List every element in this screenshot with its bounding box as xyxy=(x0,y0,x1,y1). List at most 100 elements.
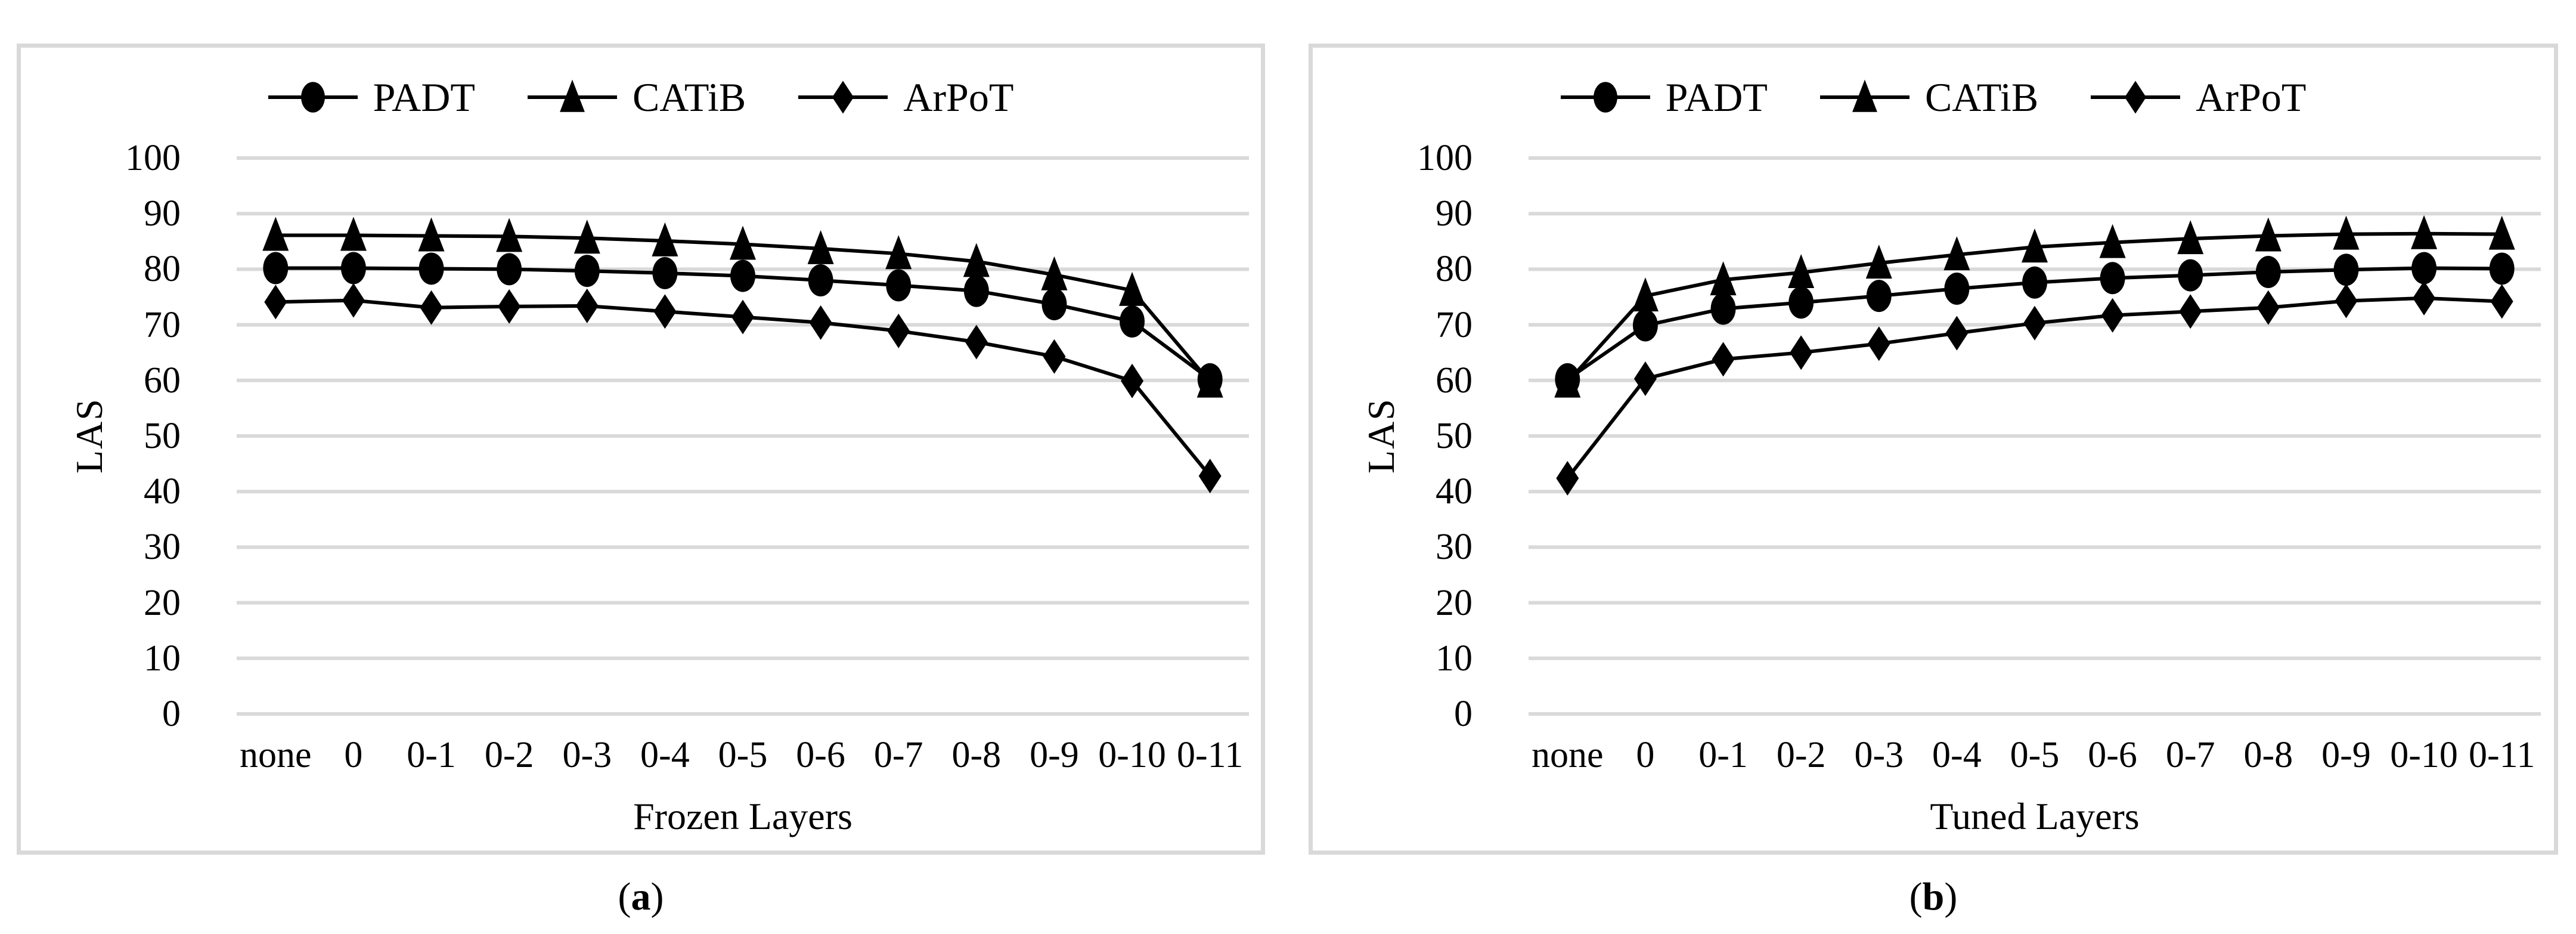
x-tick-label: 0-5 xyxy=(2010,735,2060,775)
data-point-ArPoT xyxy=(342,283,365,318)
caption-b: (b) xyxy=(1309,874,2558,920)
x-tick-label: 0-1 xyxy=(407,735,456,775)
data-point-PADT xyxy=(1555,363,1580,395)
data-point-ArPoT xyxy=(2335,283,2358,318)
data-point-CATiB xyxy=(1788,253,1815,288)
data-point-ArPoT xyxy=(1121,363,1144,398)
data-point-PADT xyxy=(419,252,444,285)
data-point-CATiB xyxy=(1041,256,1068,290)
data-point-ArPoT xyxy=(575,288,599,323)
data-point-ArPoT xyxy=(2256,290,2280,325)
data-point-ArPoT xyxy=(2179,294,2202,329)
data-point-ArPoT xyxy=(1867,326,1890,361)
data-point-CATiB xyxy=(496,218,523,252)
data-point-CATiB xyxy=(418,217,445,252)
data-point-PADT xyxy=(340,252,366,284)
data-point-ArPoT xyxy=(2413,280,2436,316)
y-tick-label: 0 xyxy=(1454,694,1473,734)
x-tick-label: 0 xyxy=(344,735,363,775)
diamond-marker-icon xyxy=(798,81,888,114)
legend: PADT CATiB ArPoT xyxy=(21,76,1261,118)
y-tick-label: 70 xyxy=(144,304,181,345)
y-tick-label: 70 xyxy=(1436,304,1473,345)
caption-letter: b xyxy=(1922,875,1945,918)
y-tick-label: 60 xyxy=(1436,360,1473,401)
x-tick-label: 0-4 xyxy=(640,735,690,775)
data-point-ArPoT xyxy=(1198,459,1222,494)
caption-paren: ) xyxy=(650,875,664,918)
data-point-PADT xyxy=(963,274,989,307)
data-point-ArPoT xyxy=(1790,335,1813,370)
x-tick-label: 0 xyxy=(1636,735,1655,775)
caption-paren: ( xyxy=(1909,875,1923,918)
data-point-CATiB xyxy=(2255,217,2281,252)
data-point-ArPoT xyxy=(965,324,988,360)
circle-marker-icon xyxy=(1560,82,1650,113)
x-tick-label: 0-9 xyxy=(1030,735,1079,775)
x-tick-label: 0-7 xyxy=(873,735,923,775)
plot-area xyxy=(1529,156,2541,716)
x-axis-title: Tuned Layers xyxy=(1930,795,2140,837)
data-point-ArPoT xyxy=(264,284,287,320)
x-tick-label: 0-9 xyxy=(2321,735,2371,775)
plot-area xyxy=(237,156,1249,716)
x-tick-label: 0-7 xyxy=(2165,735,2215,775)
data-point-ArPoT xyxy=(887,313,910,348)
data-point-PADT xyxy=(1041,288,1067,321)
legend-label: PADT xyxy=(373,75,475,120)
y-tick-label: 50 xyxy=(144,416,181,456)
data-point-CATiB xyxy=(574,219,600,254)
caption-a: (a) xyxy=(17,874,1265,920)
data-point-CATiB xyxy=(2022,228,2048,263)
data-point-CATiB xyxy=(1119,271,1146,306)
data-point-PADT xyxy=(1710,292,1736,325)
data-point-PADT xyxy=(497,253,522,286)
data-point-CATiB xyxy=(2099,224,2126,258)
data-point-ArPoT xyxy=(498,289,521,324)
data-point-PADT xyxy=(2178,259,2203,292)
data-point-PADT xyxy=(2333,253,2359,286)
x-tick-labels: none 0 0-1 0-2 0-3 0-4 0-5 0-6 0-7 0-8 0-9 0-10 0-11 xyxy=(1529,734,2541,781)
data-point-CATiB xyxy=(963,243,990,277)
y-tick-label: 100 xyxy=(125,138,181,178)
x-tick-label: 0-10 xyxy=(2390,735,2458,775)
legend-item-ArPoT: ArPoT xyxy=(798,76,1013,118)
legend-label: CATiB xyxy=(1924,75,2039,120)
x-tick-label: 0-11 xyxy=(1177,735,1244,775)
data-point-CATiB xyxy=(1943,236,1970,271)
data-point-CATiB xyxy=(885,235,912,270)
data-point-PADT xyxy=(1944,273,1970,305)
y-tick-label: 50 xyxy=(1436,416,1473,456)
data-point-PADT xyxy=(1120,305,1145,338)
data-point-CATiB xyxy=(2333,215,2360,250)
data-point-PADT xyxy=(730,259,755,292)
data-point-CATiB xyxy=(1865,245,1892,279)
y-tick-label: 20 xyxy=(144,582,181,623)
legend-label: ArPoT xyxy=(903,75,1014,120)
caption-paren: ) xyxy=(1944,875,1958,918)
x-tick-label: 0-1 xyxy=(1698,735,1748,775)
data-point-PADT xyxy=(1632,309,1658,342)
data-point-ArPoT xyxy=(2490,284,2513,319)
triangle-marker-icon xyxy=(1819,79,1909,112)
y-tick-label: 100 xyxy=(1417,138,1473,178)
data-point-CATiB xyxy=(340,217,367,251)
x-tick-label: 0-4 xyxy=(1932,735,1982,775)
data-point-PADT xyxy=(808,264,833,297)
x-axis-title: Frozen Layers xyxy=(633,795,853,837)
data-point-ArPoT xyxy=(2101,298,2124,333)
data-point-PADT xyxy=(652,256,678,289)
y-tick-label: 80 xyxy=(1436,249,1473,290)
data-point-PADT xyxy=(2022,266,2047,299)
data-point-ArPoT xyxy=(1945,316,1969,351)
data-point-PADT xyxy=(2411,252,2437,284)
y-tick-label: 10 xyxy=(144,638,181,679)
legend-item-CATiB: CATiB xyxy=(527,76,746,118)
data-point-PADT xyxy=(886,269,912,302)
chart-canvas xyxy=(1529,156,2541,716)
x-tick-label: 0-2 xyxy=(484,735,534,775)
data-point-PADT xyxy=(263,252,289,284)
y-tick-label: 80 xyxy=(144,249,181,290)
y-tick-label: 40 xyxy=(1436,471,1473,512)
data-point-ArPoT xyxy=(2023,305,2046,341)
